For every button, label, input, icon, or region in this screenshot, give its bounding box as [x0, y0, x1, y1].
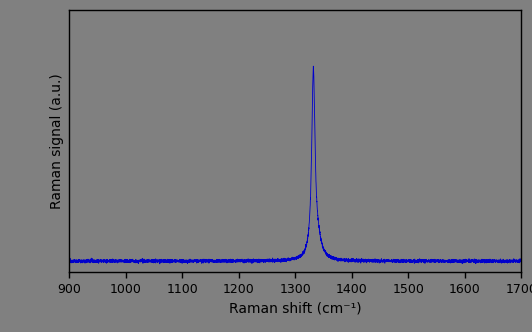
Y-axis label: Raman signal (a.u.): Raman signal (a.u.)	[49, 73, 64, 209]
X-axis label: Raman shift (cm⁻¹): Raman shift (cm⁻¹)	[229, 301, 362, 315]
